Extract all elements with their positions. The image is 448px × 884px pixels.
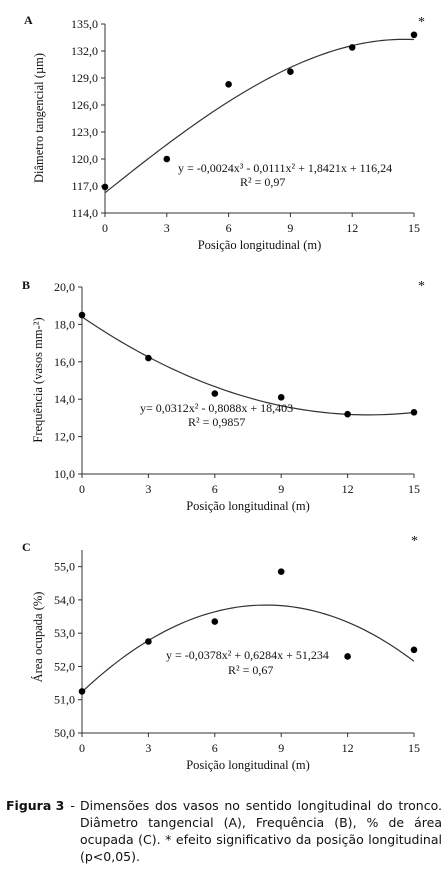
data-point-c — [78, 688, 86, 695]
y-tick-label-b: 10,0 — [54, 467, 75, 481]
data-point-b — [145, 354, 152, 362]
panel-label-a: A — [24, 13, 33, 27]
y-tick-label-b: 12,0 — [54, 430, 75, 444]
x-axis-label-b: Posição longitudinal (m) — [186, 499, 310, 513]
y-axis-label-a: Diâmetro tangencial (µm) — [32, 53, 46, 183]
figure-charts: 114,0 117,0 120,0 123,0 126,0 129,0 132,0 135,0… — [22, 13, 425, 772]
x-tick-label-c: 15 — [408, 741, 420, 755]
y-axis-label-c: Área ocupada (%) — [31, 592, 45, 683]
y-tick-label-b: 20,0 — [54, 280, 75, 294]
r-squared-b: R² = 0,9857 — [188, 415, 245, 429]
x-tick-label-b: 9 — [278, 482, 284, 496]
data-point-a — [348, 44, 356, 51]
trend-equation-a: y = -0,0024x³ - 0,0111x² + 1,8421x + 116… — [178, 161, 392, 175]
data-point-b — [277, 394, 285, 401]
data-point-a — [163, 155, 171, 163]
x-tick-label-a: 0 — [102, 221, 108, 235]
y-tick-label-c: 53,0 — [54, 626, 75, 640]
x-tick-label-b: 15 — [408, 482, 420, 496]
y-tick-label-a: 132,0 — [71, 44, 98, 58]
y-tick-label-b: 16,0 — [54, 355, 75, 369]
figure-caption: Figura 3 - Dimensões dos vasos no sentid… — [6, 797, 442, 865]
y-tick-label-a: 123,0 — [71, 125, 98, 139]
x-tick-label-c: 12 — [342, 741, 354, 755]
x-tick-label-c: 6 — [212, 741, 218, 755]
x-tick-label-a: 9 — [287, 221, 293, 235]
y-tick-label-c: 51,0 — [54, 693, 75, 707]
y-tick-label-a: 126,0 — [71, 98, 98, 112]
data-point-a — [101, 183, 109, 191]
y-tick-label-c: 50,0 — [54, 726, 75, 740]
y-tick-label-c: 55,0 — [54, 560, 75, 574]
data-point-a — [225, 81, 232, 88]
y-tick-label-b: 18,0 — [54, 317, 75, 331]
data-point-a — [287, 68, 294, 75]
data-point-c — [344, 653, 351, 660]
significance-mark-a: * — [418, 15, 425, 30]
y-tick-label-b: 14,0 — [54, 392, 75, 406]
caption-label: Figura 3 — [6, 798, 65, 813]
trend-line-a — [104, 38, 415, 194]
data-point-c — [145, 638, 152, 645]
y-tick-label-a: 129,0 — [71, 71, 98, 85]
caption-text: Dimensões dos vasos no sentido longitudi… — [80, 798, 442, 864]
significance-mark-c: * — [411, 534, 418, 549]
x-tick-label-c: 3 — [145, 741, 151, 755]
data-point-c — [410, 646, 418, 654]
trend-equation-b: y= 0,0312x² - 0,8088x + 18,403 — [140, 401, 293, 415]
y-tick-label-a: 117,0 — [71, 179, 98, 193]
x-tick-label-a: 15 — [408, 221, 420, 235]
trend-equation-c: y = -0,0378x² + 0,6284x + 51,234 — [166, 648, 329, 662]
data-point-b — [344, 410, 351, 418]
x-tick-label-b: 0 — [79, 482, 85, 496]
y-tick-label-a: 120,0 — [71, 152, 98, 166]
x-tick-label-b: 12 — [342, 482, 354, 496]
panel-label-b: B — [22, 278, 30, 292]
x-tick-label-c: 9 — [278, 741, 284, 755]
data-point-a — [410, 31, 418, 39]
x-tick-label-b: 6 — [212, 482, 218, 496]
data-point-c — [277, 568, 285, 575]
trend-line-c — [81, 604, 415, 693]
panel-label-c: C — [22, 540, 31, 554]
data-point-b — [78, 311, 86, 319]
x-axis-label-c: Posição longitudinal (m) — [186, 758, 310, 772]
data-point-b — [410, 408, 418, 416]
y-tick-label-c: 52,0 — [54, 659, 75, 673]
x-tick-label-c: 0 — [79, 741, 85, 755]
r-squared-a: R² = 0,97 — [240, 175, 285, 189]
data-point-c — [211, 618, 219, 625]
x-tick-label-a: 12 — [346, 221, 358, 235]
x-tick-label-a: 6 — [226, 221, 232, 235]
y-tick-label-a: 135,0 — [71, 17, 98, 31]
x-tick-label-a: 3 — [164, 221, 170, 235]
x-axis-label-a: Posição longitudinal (m) — [198, 238, 322, 252]
r-squared-c: R² = 0,67 — [228, 663, 273, 677]
data-point-b — [211, 390, 219, 397]
caption-dash: - — [70, 798, 75, 813]
x-tick-label-b: 3 — [145, 482, 151, 496]
y-axis-label-b: Frequência (vasos mm-²) — [31, 317, 45, 442]
significance-mark-b: * — [418, 279, 425, 294]
y-tick-label-a: 114,0 — [71, 206, 98, 220]
y-tick-label-c: 54,0 — [54, 593, 75, 607]
trend-line-b — [81, 316, 415, 416]
